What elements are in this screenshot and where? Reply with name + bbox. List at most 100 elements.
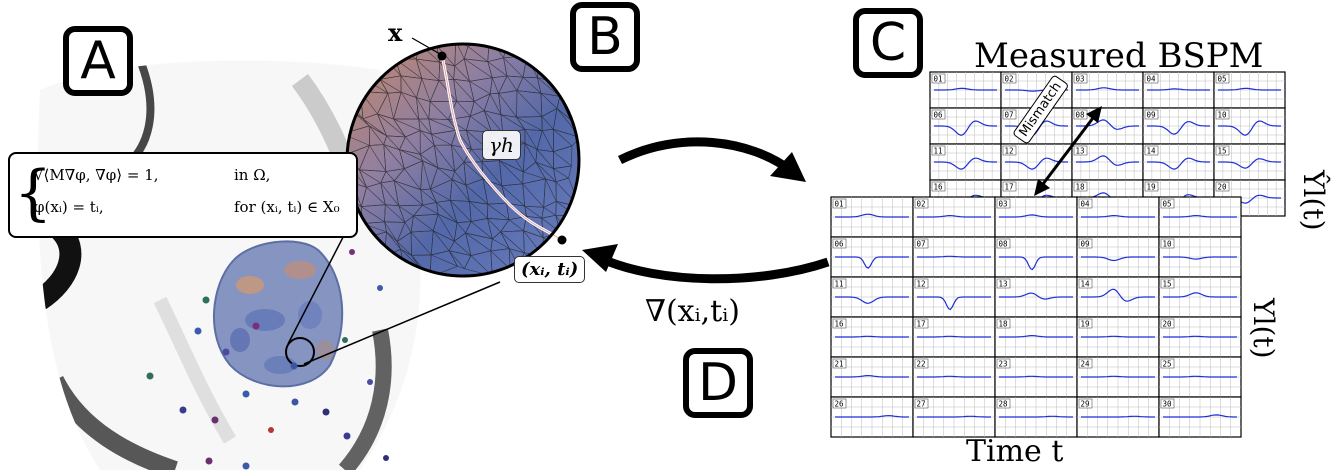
simulated-cell: 08 (994, 236, 1078, 278)
xi-point (557, 235, 567, 245)
measured-lead-number: 04 (1147, 75, 1157, 84)
simulated-trace (835, 414, 909, 418)
measured-trace (1147, 88, 1210, 91)
simulated-cell: 30 (1158, 396, 1242, 438)
measured-lead-number: 07 (1005, 111, 1014, 120)
measured-trace (1218, 87, 1281, 91)
simulated-trace (999, 415, 1073, 418)
equation-line2-condition: for (xᵢ, tᵢ) ∈ X₀ (234, 198, 340, 216)
measured-lead-number: 09 (1147, 111, 1156, 120)
simulated-bspm-grid: 01 02 03 04 05 06 07 08 09 10 11 12 13 14 15 16 17 18 19 20… (830, 196, 1242, 438)
simulated-trace (835, 256, 909, 269)
simulated-lead-number: 07 (917, 240, 926, 249)
measured-trace (1147, 157, 1210, 170)
measured-trace (934, 120, 997, 136)
simulated-trace (835, 296, 909, 304)
measured-cell: 04 (1142, 71, 1215, 109)
simulated-lead-number: 28 (999, 400, 1009, 409)
measured-lead-number: 02 (1005, 75, 1014, 84)
simulated-trace (1081, 288, 1155, 302)
simulated-trace (917, 375, 991, 378)
simulated-lead-number: 06 (835, 240, 845, 249)
simulated-lead-number: 04 (1081, 200, 1091, 209)
simulated-cell: 06 (830, 236, 914, 278)
measured-lead-number: 14 (1147, 147, 1157, 156)
simulated-lead-number: 02 (917, 200, 926, 209)
simulated-trace (1081, 375, 1155, 378)
simulated-cell: 14 (1076, 276, 1160, 318)
measured-cell: 08 (1071, 107, 1144, 145)
measured-trace (1147, 121, 1210, 135)
geodesic-path-highlight (441, 55, 563, 241)
simulated-cell: 18 (994, 316, 1078, 358)
simulated-trace (1163, 414, 1237, 418)
simulated-trace (1163, 292, 1237, 298)
simulated-cell: 26 (830, 396, 914, 438)
simulated-cell: 22 (912, 356, 996, 398)
simulated-trace (917, 335, 991, 338)
measured-lead-number: 18 (1076, 183, 1086, 192)
measured-cell: 15 (1213, 143, 1286, 181)
panel-label-a: A (63, 26, 133, 96)
simulated-trace (917, 296, 991, 311)
equation-line1: √⟨M∇φ, ∇φ⟩ = 1, (34, 166, 159, 184)
simulated-cell: 10 (1158, 236, 1242, 278)
eikonal-equation-box: { √⟨M∇φ, ∇φ⟩ = 1, in Ω, φ(xᵢ) = tᵢ, for … (8, 152, 358, 238)
simulated-trace (917, 415, 991, 418)
time-axis-label: Time t (966, 434, 1064, 469)
simulated-cell: 19 (1076, 316, 1160, 358)
simulated-lead-number: 27 (917, 400, 926, 409)
simulated-cell: 24 (1076, 356, 1160, 398)
measured-trace (1218, 158, 1281, 169)
simulated-lead-number: 11 (835, 280, 844, 289)
simulated-cell: 11 (830, 276, 914, 318)
measured-lead-number: 11 (934, 147, 943, 156)
measured-lead-number: 06 (934, 111, 944, 120)
equation-brace: { (14, 158, 53, 228)
measured-lead-number: 16 (934, 183, 944, 192)
simulated-lead-number: 29 (1081, 400, 1090, 409)
measured-lead-number: 17 (1005, 183, 1014, 192)
simulated-lead-number: 12 (917, 280, 926, 289)
simulated-lead-number: 23 (999, 360, 1008, 369)
mismatch-arrow (1034, 106, 1102, 196)
simulated-lead-number: 20 (1163, 320, 1173, 329)
simulated-lead-number: 03 (999, 200, 1008, 209)
simulated-cell: 04 (1076, 196, 1160, 238)
measured-cell: 10 (1213, 107, 1286, 145)
simulated-trace (835, 375, 909, 378)
equation-line2: φ(xᵢ) = tᵢ, (34, 198, 104, 216)
arrows (582, 137, 830, 284)
simulated-lead-number: 14 (1081, 280, 1091, 289)
simulated-cell: 20 (1158, 316, 1242, 358)
measured-trace (1076, 87, 1139, 91)
simulated-trace (1081, 256, 1155, 262)
simulated-lead-number: 25 (1163, 360, 1172, 369)
simulated-lead-number: 21 (835, 360, 844, 369)
simulated-lead-number: 15 (1163, 280, 1172, 289)
measured-bspm-title: Measured BSPM (974, 36, 1264, 76)
simulated-cell: 23 (994, 356, 1078, 398)
simulated-lead-number: 24 (1081, 360, 1091, 369)
simulated-trace (999, 214, 1073, 218)
xi-ti-label: (xᵢ, tᵢ) (514, 256, 586, 283)
simulated-lead-number: 10 (1163, 240, 1173, 249)
measured-cell: 03 (1071, 71, 1144, 109)
simulated-trace (835, 213, 909, 218)
simulated-trace (1081, 215, 1155, 218)
panel-label-d: D (683, 348, 753, 418)
simulated-lead-number: 17 (917, 320, 926, 329)
simulated-trace (999, 335, 1073, 338)
simulated-cell: 03 (994, 196, 1078, 238)
simulated-cell: 13 (994, 276, 1078, 318)
simulated-trace (1081, 335, 1155, 338)
measured-cell: 06 (929, 107, 1002, 145)
simulated-lead-number: 16 (835, 320, 845, 329)
measured-bspm-grid: 01 02 03 04 05 06 07 08 09 10 11 12 13 14 15 16 17 18 19 20 (929, 71, 1286, 217)
simulated-lead-number: 01 (835, 200, 844, 209)
measured-cell: 05 (1213, 71, 1286, 109)
simulated-cell: 28 (994, 396, 1078, 438)
simulated-trace (999, 256, 1073, 271)
simulated-cell: 27 (912, 396, 996, 438)
